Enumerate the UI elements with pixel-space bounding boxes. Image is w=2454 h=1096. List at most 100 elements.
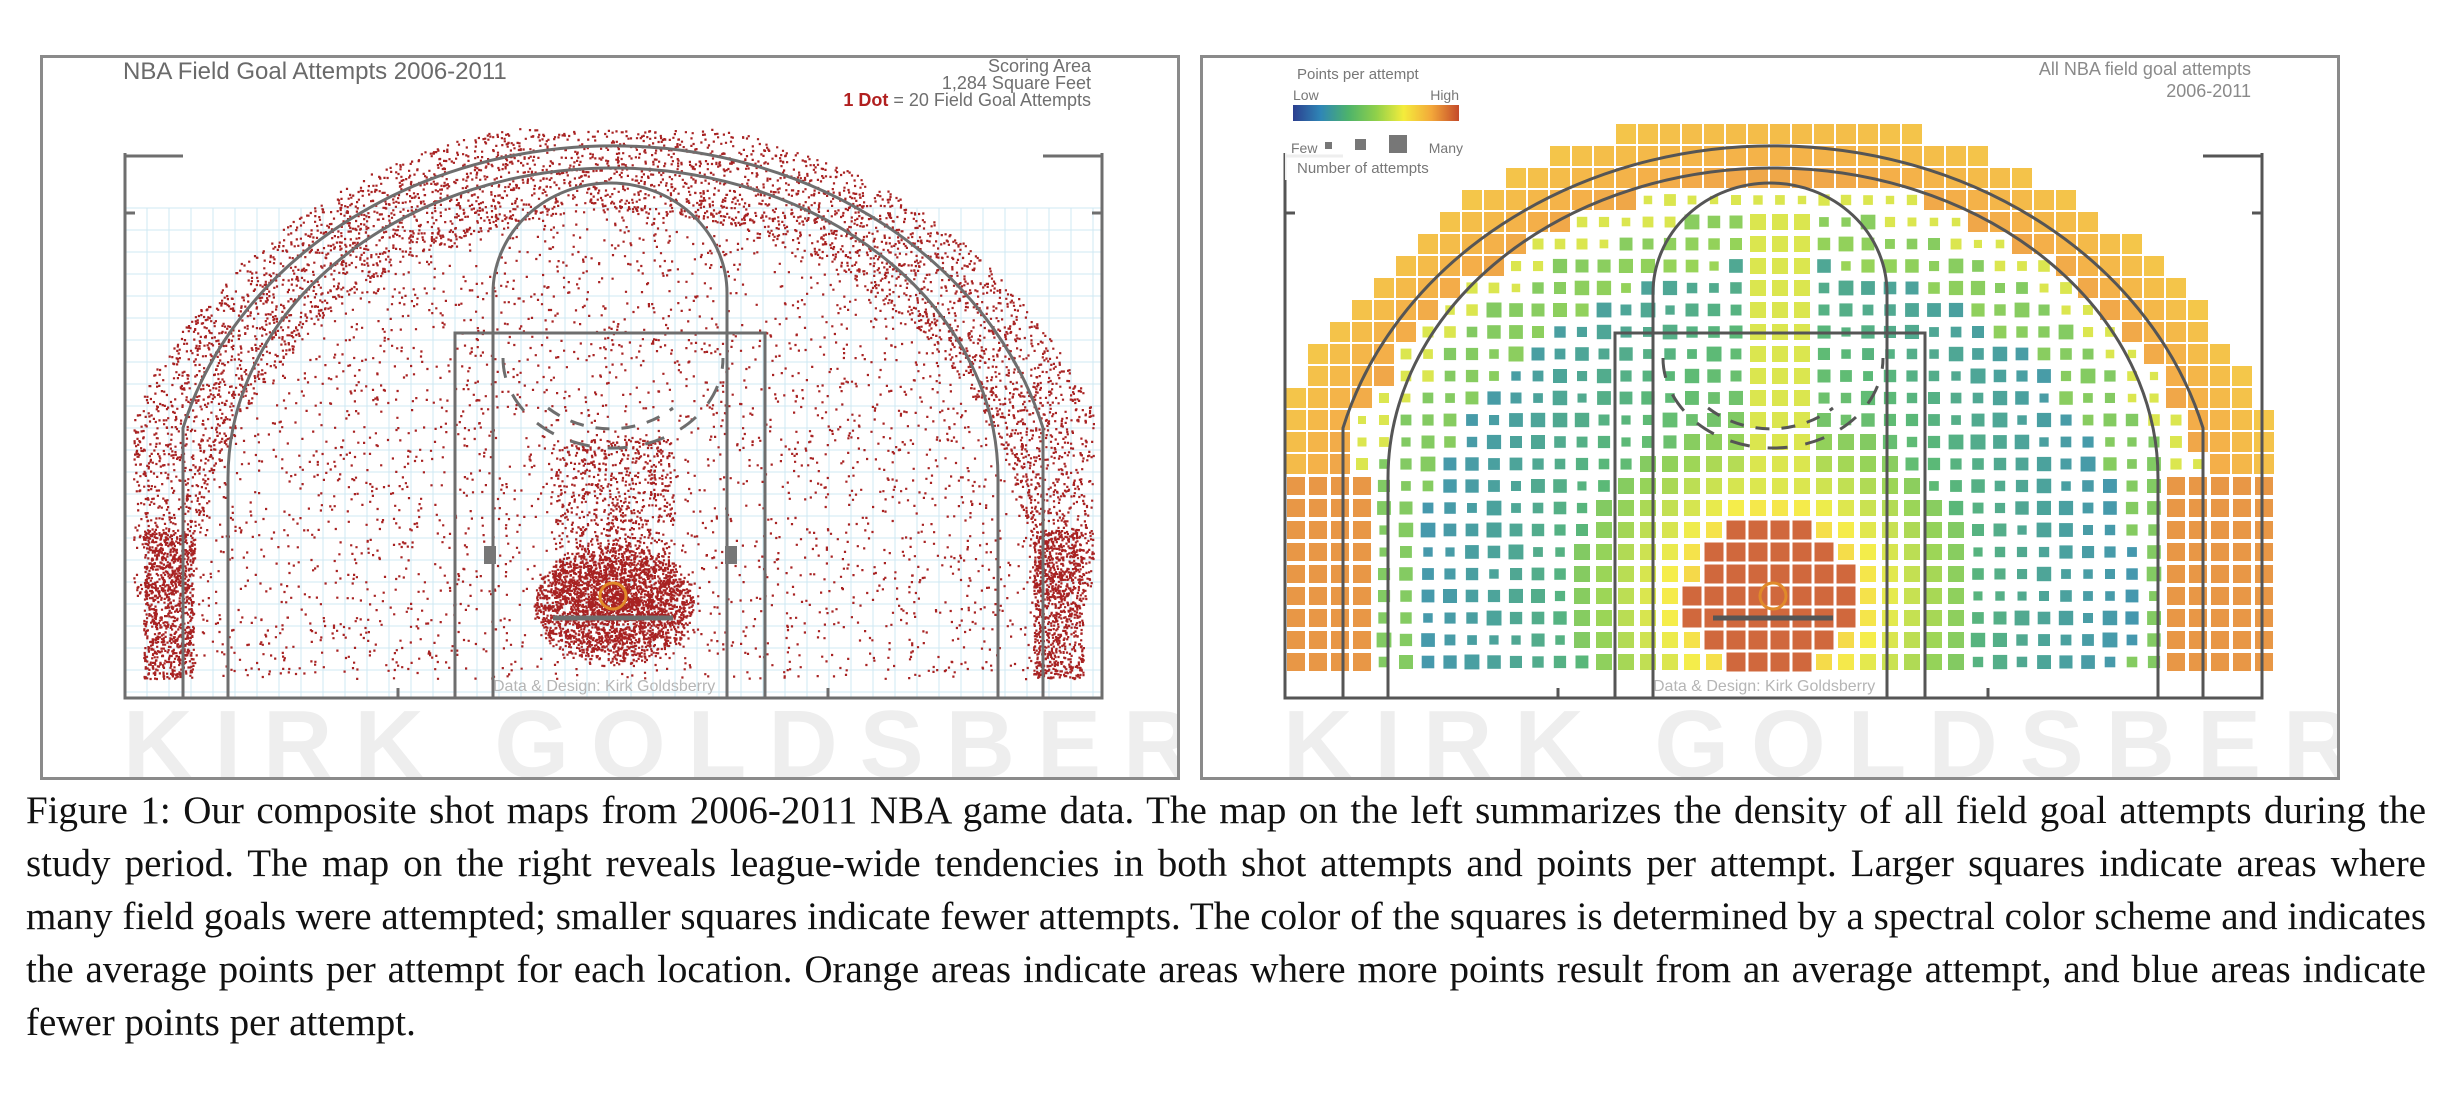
- attempt-square: [1400, 546, 1412, 558]
- attempt-square: [1576, 524, 1588, 536]
- attempt-square: [1726, 564, 1746, 584]
- attempt-square: [2056, 212, 2076, 232]
- attempt-square: [1532, 282, 1544, 294]
- attempt-square: [1972, 392, 1984, 404]
- attempt-square: [1968, 168, 1988, 188]
- restricted-dashed: [547, 406, 674, 431]
- attempt-square: [2083, 613, 2093, 623]
- attempt-square: [1616, 124, 1636, 144]
- attempt-square: [1836, 124, 1856, 144]
- attempt-square: [1399, 567, 1413, 581]
- attempt-square: [2167, 587, 2185, 605]
- attempt-square: [1706, 500, 1722, 516]
- attempt-square: [1814, 124, 1834, 144]
- attempt-square: [1420, 456, 1436, 472]
- attempt-square: [1794, 500, 1810, 516]
- attempt-square: [1401, 393, 1411, 403]
- attempt-square: [1619, 237, 1633, 251]
- attempt-square: [2255, 521, 2273, 539]
- attempt-square: [1399, 655, 1413, 669]
- attempt-square: [1531, 611, 1545, 625]
- attempt-square: [1506, 190, 1526, 210]
- attempt-square: [1378, 656, 1390, 668]
- right-watermark: KIRK GOLDSBERRY: [1283, 691, 2337, 780]
- attempt-square: [2167, 543, 2185, 561]
- attempt-square: [1684, 544, 1700, 560]
- attempt-square: [1511, 503, 1521, 513]
- attempt-square: [1575, 457, 1589, 471]
- attempt-square: [2017, 261, 2027, 271]
- attempt-square: [1309, 653, 1327, 671]
- attempt-square: [1353, 543, 1371, 561]
- attempt-square: [1992, 632, 2007, 647]
- attempt-square: [1554, 326, 1566, 338]
- right-credit: Data & Design: Kirk Goldsberry: [1653, 678, 1876, 695]
- attempt-square: [1353, 653, 1371, 671]
- attempt-square: [1552, 390, 1568, 406]
- attempt-square: [1885, 195, 1895, 205]
- attempt-square: [1709, 195, 1719, 205]
- attempt-square: [2016, 282, 2028, 294]
- attempt-square: [1838, 434, 1854, 450]
- attempt-square: [1882, 478, 1898, 494]
- attempt-square: [1641, 391, 1655, 405]
- attempt-square: [1642, 436, 1654, 448]
- attempt-square: [1772, 302, 1788, 318]
- attempt-square: [1928, 370, 1940, 382]
- attempt-square: [1841, 349, 1851, 359]
- ft-dashed: [1661, 357, 1885, 450]
- attempt-square: [2211, 631, 2229, 649]
- attempt-square: [1748, 542, 1768, 562]
- attempt-square: [1860, 566, 1876, 582]
- attempt-square: [1662, 280, 1678, 296]
- attempt-square: [1882, 632, 1898, 648]
- attempt-square: [1729, 259, 1743, 273]
- attempt-square: [1794, 478, 1810, 494]
- attempt-square: [1287, 521, 1305, 539]
- attempt-square: [1572, 168, 1592, 188]
- attempt-square: [1840, 392, 1852, 404]
- legend-count-label: Number of attempts: [1297, 160, 1429, 177]
- attempt-square: [2255, 631, 2273, 649]
- attempt-square: [1948, 654, 1964, 670]
- attempt-square: [2012, 168, 2032, 188]
- attempt-square: [1465, 523, 1479, 537]
- attempt-square: [1772, 434, 1788, 450]
- attempt-square: [1532, 326, 1544, 338]
- attempt-square: [1353, 477, 1371, 495]
- attempt-square: [1731, 195, 1741, 205]
- attempt-square: [2082, 480, 2094, 492]
- attempt-square: [1772, 368, 1788, 384]
- attempt-square: [1905, 413, 1919, 427]
- attempt-square: [1929, 261, 1940, 272]
- attempt-square: [2166, 388, 2186, 408]
- attempt-square: [1423, 349, 1433, 359]
- attempt-square: [1972, 656, 1984, 668]
- attempt-square: [1948, 302, 1964, 318]
- restricted-dashed: [1707, 406, 1834, 431]
- attempt-square: [1973, 239, 1982, 248]
- rim: [598, 581, 628, 611]
- attempt-square: [1863, 195, 1873, 205]
- attempt-square: [2016, 370, 2028, 382]
- attempt-square: [2036, 500, 2051, 515]
- attempt-square: [1308, 432, 1328, 452]
- attempt-square: [1860, 610, 1876, 626]
- attempt-square: [2037, 611, 2051, 625]
- attempt-square: [1862, 304, 1874, 316]
- attempt-square: [1840, 414, 1852, 426]
- attempt-square: [1687, 195, 1697, 205]
- attempt-square: [1792, 652, 1812, 672]
- attempt-square: [2017, 591, 2027, 601]
- attempt-square: [1309, 631, 1327, 649]
- attempt-square: [1641, 281, 1655, 295]
- ft-dashed: [501, 357, 725, 450]
- attempt-square: [1706, 522, 1722, 538]
- attempt-square: [1817, 347, 1830, 360]
- attempt-square: [1443, 457, 1457, 471]
- attempt-square: [1704, 542, 1724, 562]
- attempt-square: [2255, 499, 2273, 517]
- attempt-square: [1816, 522, 1832, 538]
- attempt-square: [1682, 146, 1702, 166]
- attempt-square: [2036, 566, 2052, 582]
